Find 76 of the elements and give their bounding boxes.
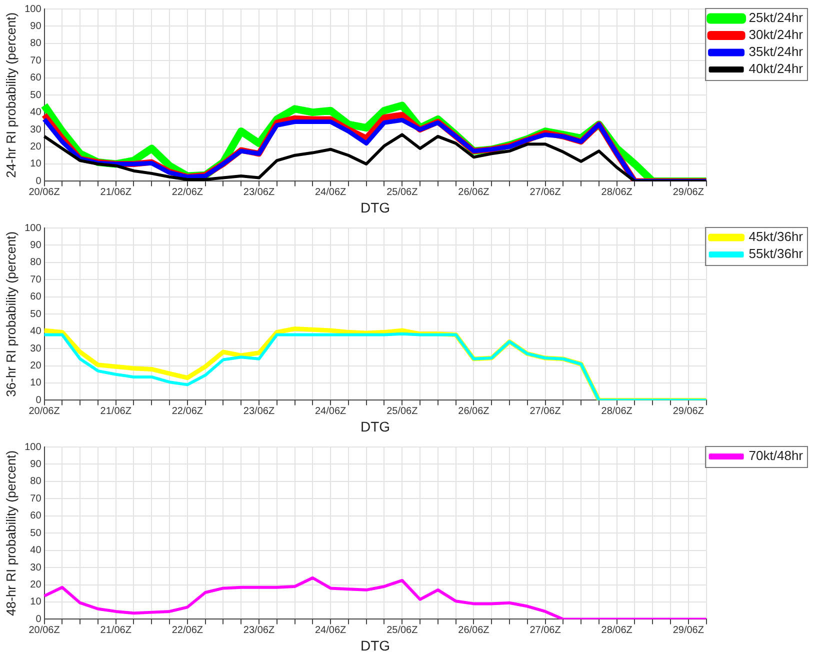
legend-label: 35kt/24hr xyxy=(748,44,804,60)
y-axis-title: 48-hr RI probability (percent) xyxy=(3,450,18,616)
y-axis-title: 36-hr RI probability (percent) xyxy=(3,231,18,397)
x-tick-label: 27/06Z xyxy=(530,406,561,417)
y-tick-label: 10 xyxy=(30,596,42,608)
y-tick-label: 10 xyxy=(30,158,42,170)
x-tick-label: 20/06Z xyxy=(28,186,60,198)
y-tick-label: 40 xyxy=(30,326,42,338)
y-tick-label: 100 xyxy=(24,222,42,234)
x-tick-label: 23/06Z xyxy=(243,406,275,417)
y-tick-label: 30 xyxy=(30,562,42,574)
x-tick-label: 20/06Z xyxy=(28,406,60,417)
x-tick-label: 29/06Z xyxy=(672,186,704,198)
x-tick-label: 27/06Z xyxy=(530,186,561,198)
x-tick-label: 24/06Z xyxy=(314,186,346,198)
y-tick-label: 70 xyxy=(30,274,42,286)
x-tick-label: 25/06Z xyxy=(386,406,418,417)
x-tick-label: 28/06Z xyxy=(601,186,632,198)
x-tick-label: 23/06Z xyxy=(243,186,275,198)
x-tick-label: 25/06Z xyxy=(386,624,418,636)
y-tick-label: 50 xyxy=(30,308,42,320)
y-tick-label: 40 xyxy=(30,545,42,556)
x-tick-label: 28/06Z xyxy=(601,406,632,417)
y-tick-label: 20 xyxy=(30,580,42,591)
x-tick-label: 29/06Z xyxy=(672,624,704,636)
y-tick-label: 80 xyxy=(30,257,42,268)
x-axis-title: DTG xyxy=(360,418,390,434)
y-tick-label: 20 xyxy=(30,360,42,372)
y-tick-label: 0 xyxy=(36,394,42,406)
legend-label: 70kt/48hr xyxy=(748,448,804,464)
y-tick-label: 60 xyxy=(30,72,42,84)
x-tick-label: 29/06Z xyxy=(672,406,704,417)
y-tick-label: 90 xyxy=(30,458,42,470)
x-tick-label: 23/06Z xyxy=(243,624,275,636)
y-tick-label: 70 xyxy=(30,493,42,504)
legend-label: 30kt/24hr xyxy=(748,27,804,42)
legend-label: 45kt/36hr xyxy=(748,229,804,244)
x-tick-label: 27/06Z xyxy=(530,624,561,636)
y-tick-label: 20 xyxy=(30,142,42,153)
x-tick-label: 21/06Z xyxy=(100,186,132,198)
x-tick-label: 22/06Z xyxy=(172,624,203,636)
y-tick-label: 60 xyxy=(30,292,42,303)
y-tick-label: 30 xyxy=(30,343,42,354)
x-tick-label: 21/06Z xyxy=(100,406,132,417)
y-tick-label: 50 xyxy=(30,90,42,101)
y-tick-label: 70 xyxy=(30,55,42,66)
y-axis-title: 24-hr RI probability (percent) xyxy=(3,12,18,178)
x-tick-label: 22/06Z xyxy=(172,406,203,417)
y-tick-label: 0 xyxy=(36,614,42,625)
y-tick-label: 90 xyxy=(30,20,42,32)
y-tick-label: 80 xyxy=(30,476,42,488)
x-tick-label: 24/06Z xyxy=(314,406,346,417)
x-tick-label: 24/06Z xyxy=(314,624,346,636)
y-tick-label: 60 xyxy=(30,510,42,522)
y-tick-label: 100 xyxy=(24,442,42,453)
x-tick-label: 28/06Z xyxy=(601,624,632,636)
x-tick-label: 26/06Z xyxy=(458,624,490,636)
y-tick-label: 80 xyxy=(30,38,42,50)
x-tick-label: 25/06Z xyxy=(386,186,418,198)
y-tick-label: 100 xyxy=(24,4,42,15)
x-tick-label: 22/06Z xyxy=(172,186,203,198)
x-tick-label: 26/06Z xyxy=(458,186,490,198)
x-tick-label: 26/06Z xyxy=(458,406,490,417)
legend-label: 40kt/24hr xyxy=(748,61,804,76)
x-tick-label: 20/06Z xyxy=(28,624,60,636)
x-tick-label: 21/06Z xyxy=(100,624,132,636)
x-axis-title: DTG xyxy=(360,637,390,654)
legend-label: 25kt/24hr xyxy=(748,10,804,26)
legend-label: 55kt/36hr xyxy=(748,246,804,262)
y-tick-label: 40 xyxy=(30,107,42,118)
y-tick-label: 10 xyxy=(30,378,42,389)
x-axis-title: DTG xyxy=(360,199,390,216)
y-tick-label: 50 xyxy=(30,528,42,539)
y-tick-label: 90 xyxy=(30,240,42,251)
y-tick-label: 30 xyxy=(30,124,42,136)
y-tick-label: 0 xyxy=(36,176,42,187)
